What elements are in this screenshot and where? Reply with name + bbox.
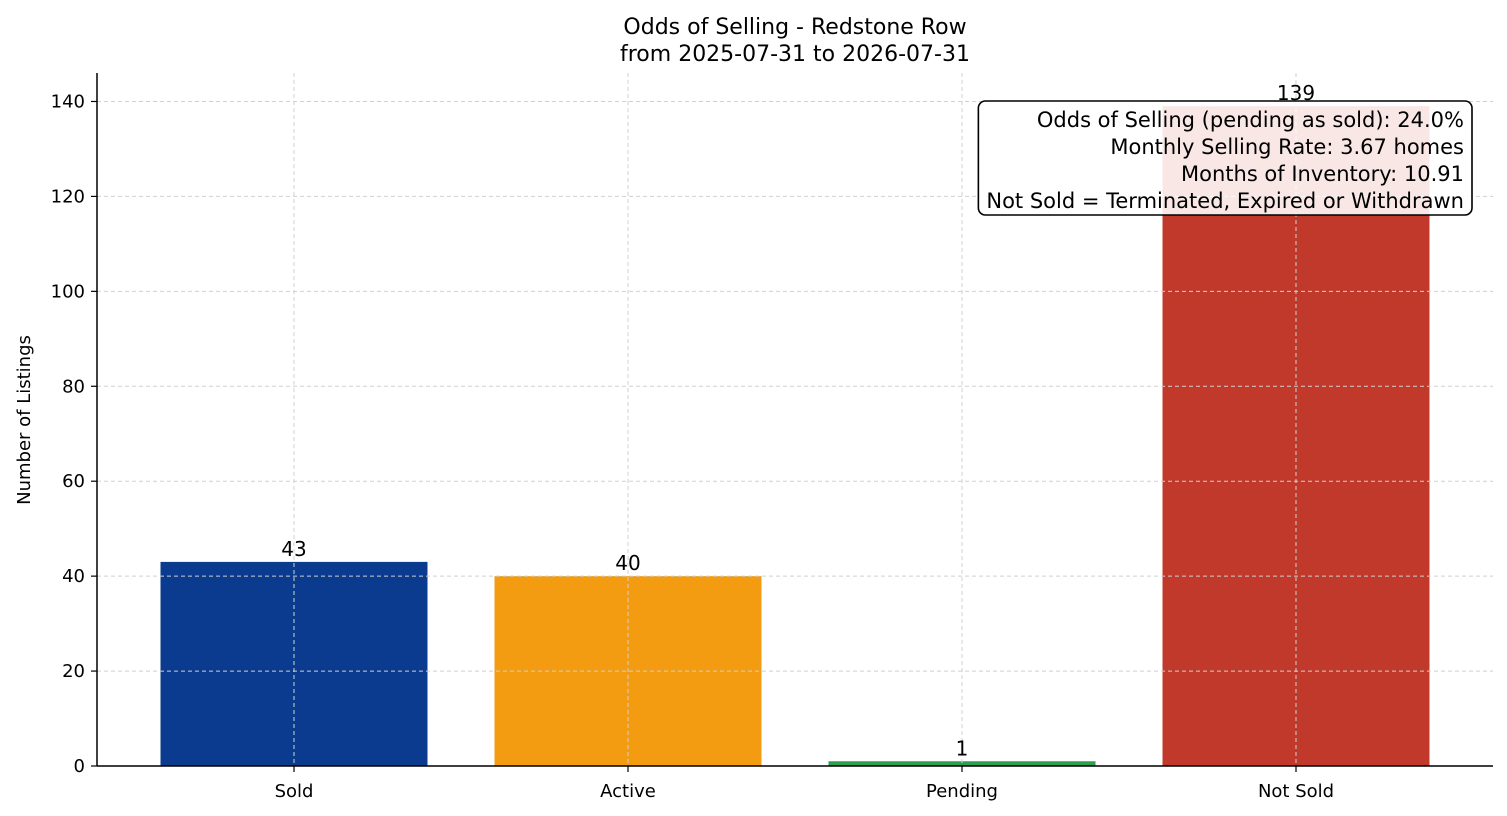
x-tick-label: Not Sold <box>1258 781 1334 802</box>
y-axis-label: Number of Listings <box>14 335 35 505</box>
annotation-box: Odds of Selling (pending as sold): 24.0%… <box>977 100 1473 216</box>
y-tick-label: 0 <box>74 756 85 777</box>
value-label: 40 <box>615 551 640 575</box>
y-tick-label: 120 <box>51 186 85 207</box>
chart-title: Odds of Selling - Redstone Row <box>623 15 966 40</box>
annotation-line: Monthly Selling Rate: 3.67 homes <box>1110 135 1464 159</box>
annotation-frame <box>977 100 1473 216</box>
value-label: 1 <box>956 736 969 760</box>
x-tick-label: Active <box>600 781 656 802</box>
y-tick-label: 80 <box>62 376 85 397</box>
y-tick-label: 60 <box>62 471 85 492</box>
value-label: 43 <box>281 537 306 561</box>
y-tick-label: 40 <box>62 566 85 587</box>
chart-subtitle: from 2025-07-31 to 2026-07-31 <box>620 42 970 67</box>
y-tick-label: 20 <box>62 661 85 682</box>
y-tick-label: 100 <box>51 281 85 302</box>
annotation-line: Odds of Selling (pending as sold): 24.0% <box>1037 108 1464 132</box>
y-tick-label: 140 <box>51 91 85 112</box>
x-tick-label: Sold <box>275 781 314 802</box>
bar-pending <box>828 761 1096 766</box>
annotation-line: Not Sold = Terminated, Expired or Withdr… <box>986 189 1464 213</box>
x-tick-label: Pending <box>926 781 998 802</box>
annotation-line: Months of Inventory: 10.91 <box>1181 162 1464 186</box>
